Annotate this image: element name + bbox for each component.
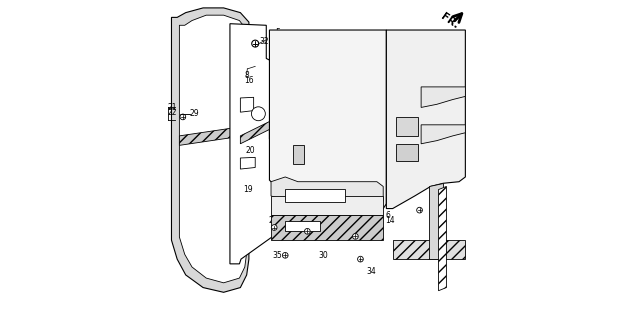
Polygon shape [271,196,383,215]
Polygon shape [241,97,253,112]
Text: 31: 31 [308,124,317,132]
Text: 11: 11 [276,217,286,226]
Text: 32: 32 [259,37,269,46]
Circle shape [180,114,186,120]
Text: 13: 13 [396,108,406,117]
Text: 3: 3 [379,172,383,181]
Polygon shape [396,117,418,136]
Text: 34: 34 [367,267,376,276]
Text: 35: 35 [359,87,369,96]
Text: 21: 21 [168,103,177,112]
Polygon shape [269,30,387,209]
Polygon shape [179,126,244,145]
Polygon shape [393,240,465,259]
Circle shape [282,252,288,258]
Circle shape [252,40,259,47]
Text: 1: 1 [392,131,396,140]
Text: 2: 2 [389,137,394,146]
Text: 35: 35 [317,231,326,240]
Text: 25: 25 [282,150,291,159]
Text: 33: 33 [377,131,387,140]
Text: 27: 27 [355,112,365,121]
Text: 29: 29 [190,109,200,118]
Polygon shape [396,144,418,161]
Text: 17: 17 [364,115,373,124]
Polygon shape [241,115,282,144]
Text: 24: 24 [269,216,278,225]
Circle shape [305,228,310,234]
Polygon shape [421,125,465,144]
Text: 26: 26 [309,106,319,115]
Polygon shape [179,15,246,283]
Text: FR.: FR. [438,11,460,31]
Text: 12: 12 [276,33,285,42]
Text: 4: 4 [289,133,294,142]
Circle shape [353,234,358,239]
Circle shape [358,256,364,262]
Text: 14: 14 [385,216,395,225]
Polygon shape [438,186,447,291]
Text: 35: 35 [365,102,374,111]
Text: 10: 10 [361,108,371,117]
Text: 16: 16 [244,76,254,85]
Polygon shape [293,145,304,164]
Polygon shape [271,177,383,205]
Text: 22: 22 [168,108,177,117]
Polygon shape [230,24,307,264]
Text: 26: 26 [287,143,296,151]
Text: 5: 5 [276,28,280,37]
Text: 7: 7 [330,59,334,68]
Polygon shape [285,189,346,202]
Text: 28: 28 [312,89,322,98]
Text: 30: 30 [318,251,328,260]
Polygon shape [429,183,444,259]
Polygon shape [285,221,320,231]
Polygon shape [387,30,465,209]
Circle shape [252,41,258,46]
Polygon shape [241,157,255,169]
Text: 35: 35 [277,232,287,241]
Text: 6: 6 [385,211,390,220]
Text: 35: 35 [272,251,282,260]
Text: 35: 35 [363,94,372,102]
Polygon shape [271,215,383,240]
Circle shape [252,107,266,121]
Text: 23: 23 [389,102,399,111]
Text: 20: 20 [245,146,255,155]
Polygon shape [421,87,465,107]
Circle shape [271,225,277,230]
Text: 18: 18 [276,222,286,231]
Text: 19: 19 [244,185,253,194]
Polygon shape [172,8,249,292]
Text: 24: 24 [364,199,374,208]
Circle shape [417,207,422,213]
Text: 8: 8 [244,71,249,80]
Text: 15: 15 [326,67,336,76]
